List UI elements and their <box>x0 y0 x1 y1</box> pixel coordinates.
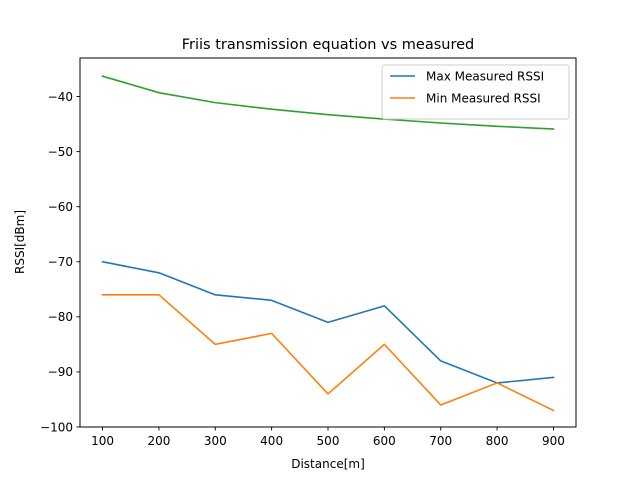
y-tick-label: −100 <box>40 420 73 434</box>
y-tick-label: −90 <box>48 365 73 379</box>
x-tick-label: 700 <box>429 434 452 448</box>
x-tick-label: 800 <box>486 434 509 448</box>
y-tick-label: −60 <box>48 200 73 214</box>
x-tick-label: 100 <box>91 434 114 448</box>
chart-title: Friis transmission equation vs measured <box>182 37 474 53</box>
x-tick-label: 500 <box>317 434 340 448</box>
series-line-1 <box>101 260 555 384</box>
legend-label: Max Measured RSSI <box>426 69 544 83</box>
x-tick-label: 900 <box>542 434 565 448</box>
legend: Max Measured RSSI Min Measured RSSI <box>381 64 570 120</box>
x-tick-label: 300 <box>204 434 227 448</box>
y-tick-label: −80 <box>48 310 73 324</box>
x-axis-ticks: 100 200 300 400 500 600 700 800 900 <box>91 427 565 448</box>
y-tick-label: −70 <box>48 255 73 269</box>
y-tick-label: −50 <box>48 145 73 159</box>
series-line-3 <box>101 75 555 130</box>
y-tick-label: −40 <box>48 90 73 104</box>
y-axis-ticks: −40 −50 −60 −70 −80 −90 −100 <box>40 90 80 434</box>
series-line-2 <box>101 294 555 412</box>
plot-lines <box>101 75 555 412</box>
x-tick-label: 200 <box>147 434 170 448</box>
x-tick-label: 400 <box>260 434 283 448</box>
x-axis-label: Distance[m] <box>291 457 365 471</box>
y-axis-label: RSSI[dBm] <box>13 210 27 274</box>
legend-box <box>381 64 570 120</box>
x-tick-label: 600 <box>373 434 396 448</box>
legend-label: Min Measured RSSI <box>426 91 541 105</box>
